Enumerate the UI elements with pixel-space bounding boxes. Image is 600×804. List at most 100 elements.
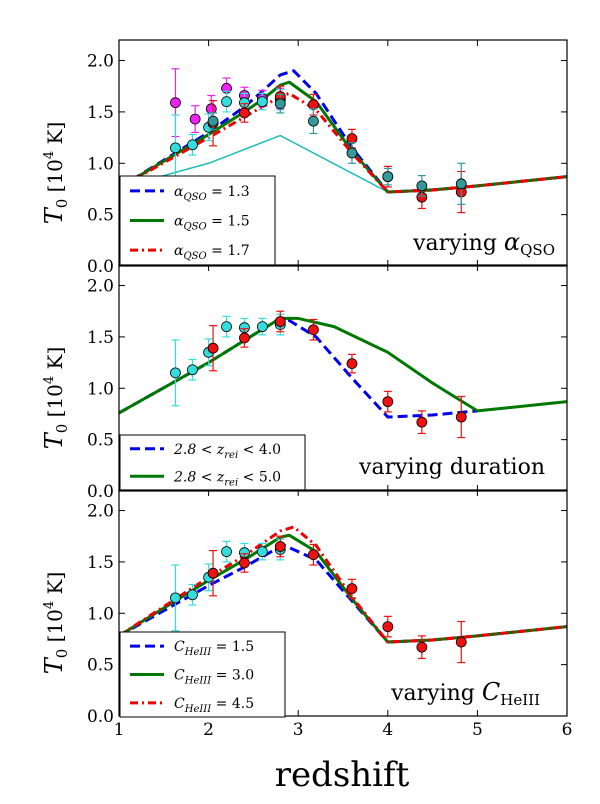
y-tick-label: 1.0 [87,379,114,399]
panel-1: 0.00.51.01.52.0T0 [104 K]αQSO = 1.3αQSO … [40,39,568,277]
y-label-exponent: 4 [42,376,57,384]
series-line-1 [119,69,567,194]
data-point [274,316,286,327]
plot-area [119,525,567,664]
y-label-units-end: K] [43,122,67,151]
series-line-1 [119,316,478,419]
y-tick-label: 0.5 [87,431,114,451]
data-point [455,636,467,648]
legend-box [119,434,306,491]
plot-area [119,68,567,214]
legend-entry: CHeIII = 3.0 [174,668,254,687]
plot-area [119,310,567,439]
y-tick-label: 2.0 [87,277,114,297]
data-point [221,546,232,558]
data-point [207,567,219,579]
data-point [256,546,268,558]
annotation-subscript: HeIII [500,691,540,709]
legend-symbol: α [174,214,184,230]
legend-subscript: HeIII [184,704,213,715]
data-point [189,113,201,125]
annotation-symbol: C [482,678,500,706]
y-label-subscript: 0 [53,649,71,659]
annotation-symbol: α [504,228,520,256]
data-point [187,364,198,376]
x-tick-label: 2 [203,720,214,740]
data-point [382,171,394,183]
data-point [346,147,358,159]
legend-value: = 4.5 [211,696,254,712]
data-point [187,139,198,151]
annotation-text: varying [412,231,504,256]
data-point [416,416,428,428]
legend-symbol: C [174,696,185,712]
y-axis-label: T0 [104 K] [40,122,71,225]
y-label-units-end: K] [43,347,67,376]
annotation-text: varying [390,681,482,706]
y-tick-label: 1.5 [87,328,114,348]
y-label-symbol: T [40,206,68,224]
data-point [239,557,250,569]
data-point [274,541,286,552]
data-point [455,178,467,190]
series-line-3 [119,91,567,194]
series-line-2 [119,80,567,194]
series-line-3 [119,525,567,644]
legend-entry: CHeIII = 4.5 [174,696,254,715]
y-label-units: [10 [43,609,67,649]
legend-symbol: 2.8 < z [173,469,225,485]
annotation-text: varying duration [358,455,545,480]
series-line-2 [119,533,567,644]
data-point [346,583,358,595]
legend-subscript: rei [224,450,238,461]
data-point [274,98,286,110]
data-point [308,99,319,111]
panel-frame [118,489,568,717]
data-point [170,592,181,604]
data-point [416,641,428,653]
y-tick-label: 2.0 [87,502,114,522]
annotation-subscript: QSO [520,241,555,259]
y-label-exponent: 4 [42,151,57,159]
legend-subscript: HeIII [184,676,213,687]
data-point [346,358,358,370]
legend-entry: αQSO = 1.3 [174,184,250,203]
data-point [416,180,428,192]
y-axis-label: T0 [104 K] [40,572,71,675]
data-point [205,103,217,115]
series-line-2 [119,316,567,415]
y-label-subscript: 0 [53,199,71,209]
legend-subscript: QSO [183,192,206,203]
panel-frame [118,39,568,267]
y-tick-label: 0.5 [87,206,114,226]
legend-entry: αQSO = 1.7 [174,243,250,262]
panel-frame [118,264,568,492]
x-tick-label: 4 [382,720,393,740]
data-point [170,97,181,109]
y-label-subscript: 0 [53,424,71,434]
data-point [187,589,198,601]
y-tick-label: 0.0 [87,257,114,277]
y-tick-label: 2.0 [87,52,114,72]
data-point [308,115,319,127]
legend-symbol: C [174,668,185,684]
x-tick-label: 3 [293,720,304,740]
y-axis-label: T0 [104 K] [40,347,71,450]
data-point [207,342,219,354]
panel-annotation: varying CHeIII [390,678,540,709]
data-point [221,321,232,333]
legend-value: = 3.0 [211,668,254,684]
y-tick-label: 0.0 [87,707,114,727]
legend-value: = 1.3 [207,184,250,200]
data-point [207,115,219,127]
data-point [221,96,232,108]
legend-entry: CHeIII = 1.5 [174,639,254,658]
x-tick-label: 6 [562,720,573,740]
x-tick-label: 5 [472,720,483,740]
x-tick-label: 1 [114,720,125,740]
data-point [346,133,358,145]
legend-entry: αQSO = 1.5 [174,214,250,233]
legend-symbol: α [174,184,184,200]
